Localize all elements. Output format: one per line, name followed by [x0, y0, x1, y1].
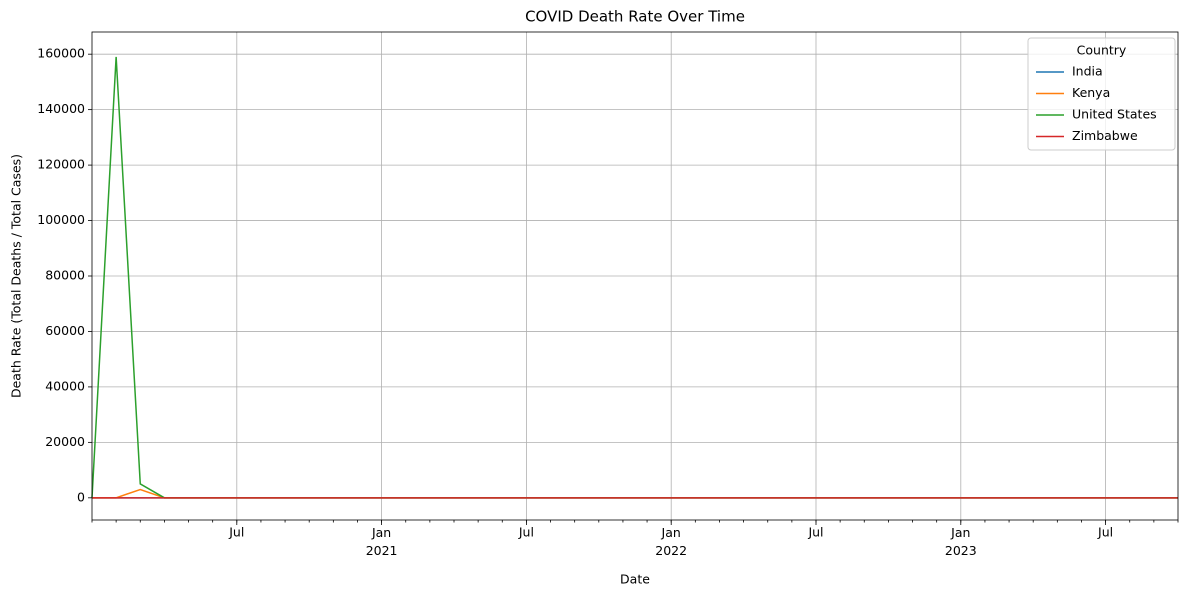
- legend-label: United States: [1072, 107, 1157, 122]
- y-tick-label: 100000: [37, 212, 85, 227]
- y-tick-label: 0: [77, 489, 85, 504]
- y-tick-label: 20000: [45, 434, 85, 449]
- y-tick-label: 60000: [45, 323, 85, 338]
- legend-label: India: [1072, 64, 1103, 79]
- y-tick-label: 140000: [37, 101, 85, 116]
- x-tick-label: Jan 2022: [655, 525, 687, 558]
- legend-box: [1027, 37, 1176, 151]
- x-tick-label: Jul: [518, 525, 534, 540]
- chart-title: COVID Death Rate Over Time: [525, 8, 745, 26]
- series-line: [92, 488, 1178, 499]
- x-tick-label: Jul: [1097, 525, 1113, 540]
- y-axis-label: Death Rate (Total Deaths / Total Cases): [9, 154, 24, 398]
- legend-label: Kenya: [1072, 85, 1110, 100]
- legend-title: Country: [1077, 43, 1127, 58]
- x-tick-label: Jul: [807, 525, 823, 540]
- x-tick-label: Jan 2021: [366, 525, 398, 558]
- x-tick-label: Jan 2023: [945, 525, 977, 558]
- y-tick-label: 80000: [45, 268, 85, 283]
- legend-label: Zimbabwe: [1072, 128, 1138, 143]
- y-tick-label: 160000: [37, 46, 85, 61]
- x-tick-label: Jul: [228, 525, 244, 540]
- plot-frame: [91, 31, 1179, 521]
- x-axis-label: Date: [620, 572, 650, 587]
- y-tick-label: 120000: [37, 157, 85, 172]
- y-tick-label: 40000: [45, 378, 85, 393]
- series-line: [91, 56, 1178, 499]
